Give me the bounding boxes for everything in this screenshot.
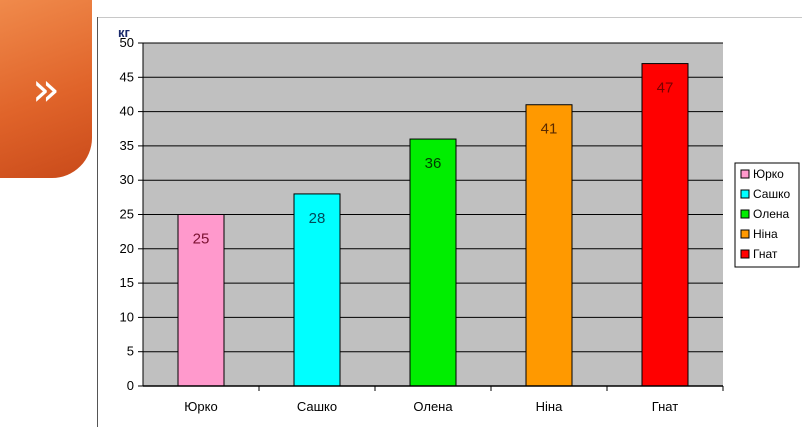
category-label: Гнат <box>652 399 678 414</box>
y-tick-label: 5 <box>127 344 134 359</box>
y-tick-label: 10 <box>120 309 134 324</box>
y-tick-label: 35 <box>120 138 134 153</box>
y-tick-label: 15 <box>120 275 134 290</box>
frame-top-border <box>97 17 802 18</box>
legend-swatch <box>740 229 750 239</box>
value-labels: 25 28 36 41 47 <box>193 80 674 248</box>
bar-5 <box>641 63 689 387</box>
bar-value-label: 36 <box>425 155 442 172</box>
y-tick-label: 40 <box>120 104 134 119</box>
double-chevron-right-icon: » <box>31 62 61 116</box>
y-tick-label: 45 <box>120 69 134 84</box>
frame-left-border <box>97 17 98 427</box>
category-label: Сашко <box>297 399 337 414</box>
y-tick-label: 30 <box>120 172 134 187</box>
category-label: Ніна <box>536 399 563 414</box>
y-axis-unit-label: кг <box>118 25 131 40</box>
bar-value-label: 47 <box>657 80 674 97</box>
x-axis <box>142 43 724 391</box>
category-label: Олена <box>413 399 453 414</box>
legend-entry: Олена <box>753 207 790 221</box>
bar-value-label: 28 <box>309 210 326 227</box>
y-tick-label: 20 <box>120 241 134 256</box>
bar-4 <box>525 104 573 387</box>
bars <box>177 63 689 387</box>
legend-swatch <box>740 209 750 219</box>
category-label: Юрко <box>184 399 217 414</box>
category-labels: Юрко Сашко Олена Ніна Гнат <box>184 399 678 414</box>
y-tick-label: 50 <box>120 35 134 50</box>
legend-entry: Ніна <box>753 227 778 241</box>
legend-swatch <box>740 249 750 259</box>
legend: Юрко Сашко Олена Ніна Гнат <box>734 162 800 268</box>
legend-entry: Юрко <box>753 167 784 181</box>
legend-entry: Сашко <box>753 187 790 201</box>
bar-3 <box>409 138 457 387</box>
y-tick-label: 0 <box>127 378 134 393</box>
legend-swatch <box>740 169 750 179</box>
bar-value-label: 25 <box>193 231 210 248</box>
y-axis-ticks: 0 5 10 15 20 25 30 35 40 45 50 <box>120 35 143 393</box>
next-slide-button[interactable]: » <box>0 0 92 178</box>
legend-entry: Гнат <box>753 247 778 261</box>
legend-swatch <box>740 189 750 199</box>
bar-value-label: 41 <box>541 121 558 138</box>
y-tick-label: 25 <box>120 207 134 222</box>
